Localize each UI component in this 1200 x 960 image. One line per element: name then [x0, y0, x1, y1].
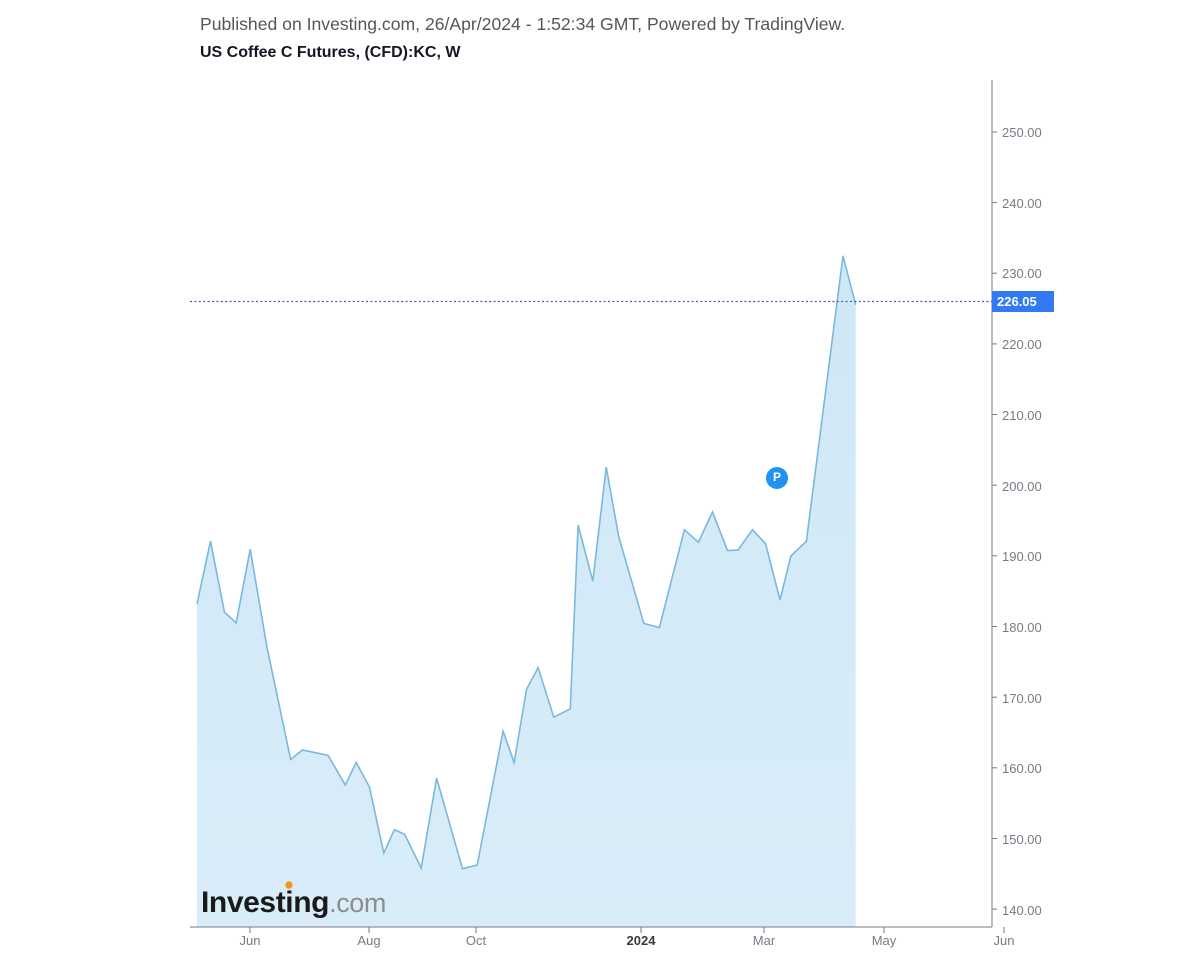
svg-text:Investing.com: Investing.com	[201, 886, 386, 919]
